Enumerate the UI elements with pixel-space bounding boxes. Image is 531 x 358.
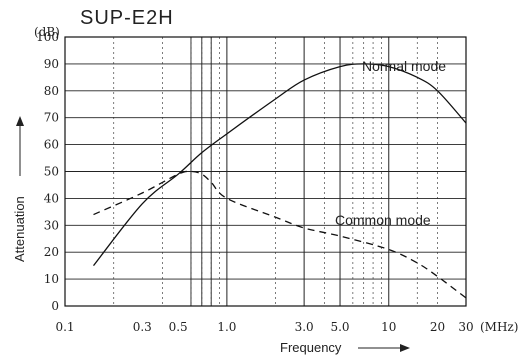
x-tick-label: 1.0 <box>217 320 236 334</box>
y-tick-label: 50 <box>44 165 59 179</box>
series-line-normal-mode <box>92 63 467 267</box>
y-axis-title: Attenuation <box>12 196 27 262</box>
y-tick-labels: 0 10 20 30 40 50 60 70 80 90 100 <box>36 30 59 313</box>
x-tick-label: 20 <box>430 320 445 334</box>
x-tick-label: 3.0 <box>295 320 314 334</box>
chart-title: SUP-E2H <box>80 7 174 29</box>
x-tick-label: 0.5 <box>169 320 188 334</box>
series-label-normal-mode: Normal mode <box>362 58 446 74</box>
y-tick-label: 40 <box>44 191 59 205</box>
y-unit-label: (dB) <box>34 25 60 39</box>
series-line-common-mode <box>93 170 467 299</box>
series-label-common-mode: Common mode <box>335 212 431 228</box>
y-tick-label: 90 <box>44 57 59 71</box>
x-axis-title: Frequency <box>280 340 342 355</box>
y-tick-label: 0 <box>51 299 59 313</box>
y-tick-label: 70 <box>44 111 59 125</box>
x-tick-label: 5.0 <box>330 320 349 334</box>
series-group <box>92 63 467 299</box>
x-tick-label: 30 <box>458 320 473 334</box>
x-axis-label: Frequency <box>280 340 410 355</box>
plot-frame <box>64 36 467 307</box>
x-tick-label: 0.3 <box>133 320 152 334</box>
x-tick-label: 10 <box>381 320 396 334</box>
y-tick-label: 80 <box>44 84 59 98</box>
grid <box>64 36 467 307</box>
y-tick-label: 30 <box>44 218 59 232</box>
y-tick-label: 20 <box>44 245 59 259</box>
x-tick-label: 0.1 <box>55 320 74 334</box>
x-axis-arrow-head <box>400 344 410 352</box>
y-axis-label: Attenuation <box>12 116 27 262</box>
x-unit-label: (MHz) <box>480 320 518 334</box>
y-axis-arrow-head <box>16 116 24 126</box>
y-tick-label: 60 <box>44 138 59 152</box>
y-tick-label: 100 <box>36 30 59 44</box>
x-tick-labels: 0.1 0.3 0.5 1.0 3.0 5.0 10 20 30 <box>55 320 473 334</box>
y-tick-label: 10 <box>44 272 59 286</box>
